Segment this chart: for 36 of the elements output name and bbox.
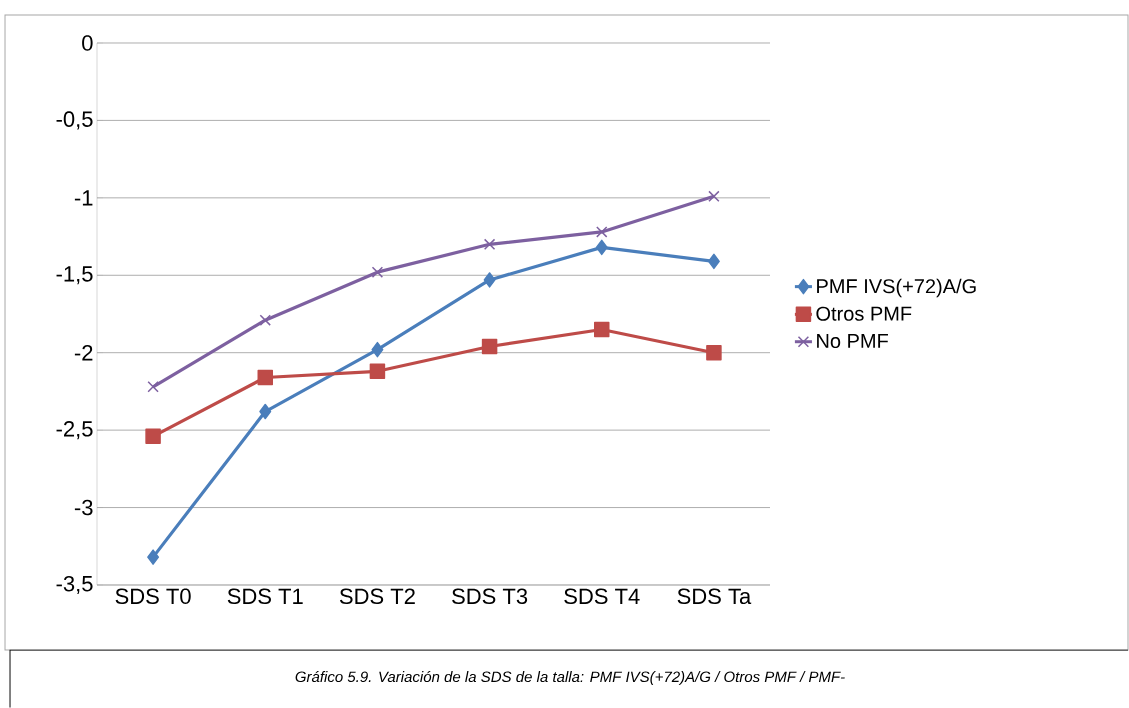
point: [147, 381, 159, 393]
x-tick-label: SDS T1: [227, 588, 303, 605]
point: [707, 253, 720, 270]
point: [369, 363, 386, 380]
legend-label: No PMF: [817, 334, 888, 349]
y-tick-label: -1,5: [56, 266, 93, 285]
point: [371, 341, 384, 358]
y-tick-label: -2,5: [56, 421, 93, 440]
x-tick-label: SDS T0: [115, 588, 191, 605]
point: [147, 549, 160, 565]
point: [371, 266, 384, 278]
point: [595, 239, 608, 256]
point: [483, 272, 496, 288]
y-tick-label: -0,5: [56, 111, 93, 130]
y-tick-label: -3,5: [56, 575, 93, 595]
point: [594, 321, 610, 338]
x-tick-label: SDS T2: [339, 588, 415, 605]
point: [706, 344, 722, 361]
y-tick-label: -1: [74, 190, 93, 206]
legend-label: PMF IVS(+72)A/G: [817, 278, 976, 298]
point: [145, 428, 161, 445]
point: [259, 403, 272, 420]
legend-label: Otros PMF: [816, 306, 912, 321]
y-tick-label: -2: [74, 345, 93, 361]
x-tick-label: SDS T4: [564, 588, 640, 605]
y-tick-label: 0: [82, 35, 93, 51]
y-tick-label: -3: [74, 499, 93, 516]
point: [483, 238, 496, 250]
text: Gráfico 5.9. Variación de la SDS de la talla: PMF IVS(+72)A/G / Otros PMF / PMF-: [295, 670, 845, 686]
point: [481, 338, 498, 355]
point: [596, 226, 608, 238]
x-tick-label: SDS Ta: [677, 588, 752, 605]
point: [259, 314, 271, 326]
point: [708, 190, 720, 202]
point: [257, 369, 274, 386]
x-tick-label: SDS T3: [452, 588, 528, 605]
